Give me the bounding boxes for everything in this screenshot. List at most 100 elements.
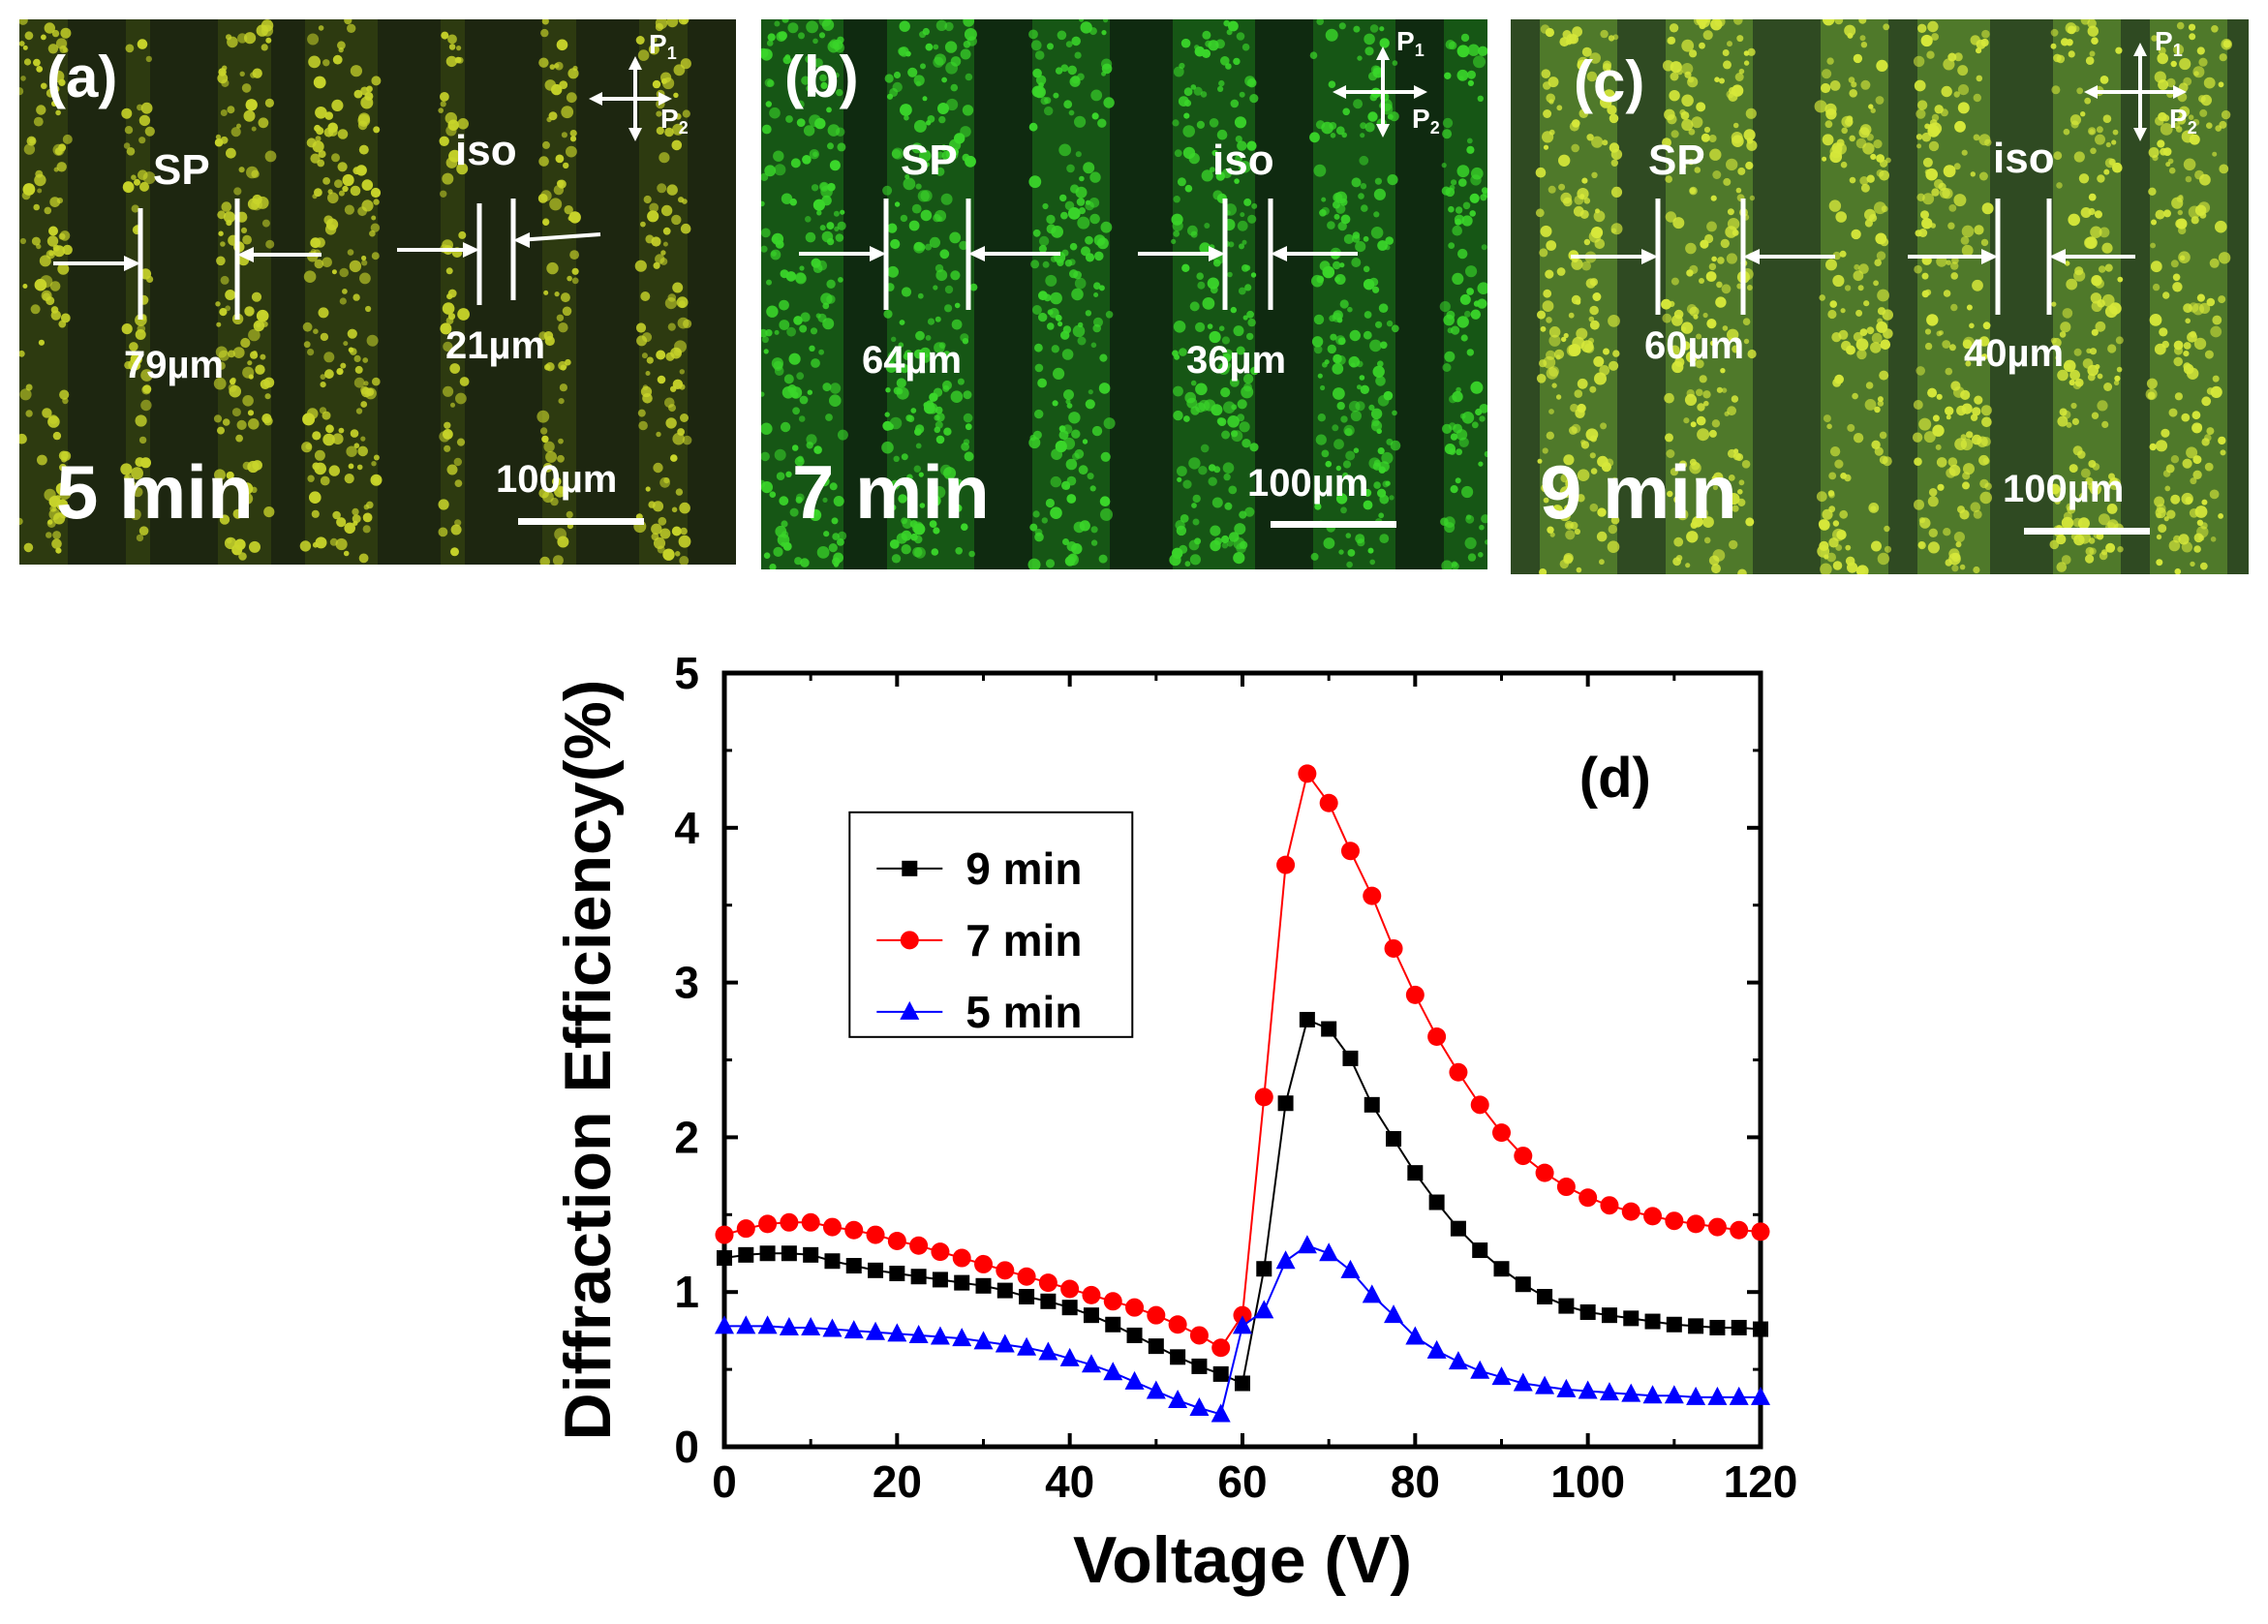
data-point (1491, 1366, 1512, 1386)
data-point (844, 1220, 864, 1240)
data-point (1277, 1095, 1294, 1112)
data-point (1470, 1095, 1489, 1115)
data-point (996, 1282, 1013, 1299)
data-point (759, 1245, 776, 1262)
data-point (930, 1326, 950, 1345)
data-point (1211, 1403, 1231, 1423)
data-point (1363, 886, 1382, 905)
data-point (1364, 1096, 1380, 1113)
data-point (887, 1231, 906, 1250)
data-point (715, 1315, 734, 1334)
data-point (1384, 938, 1403, 958)
data-point (801, 1212, 820, 1232)
data-point (1579, 1303, 1596, 1320)
data-point (887, 1323, 907, 1342)
data-point (1235, 1375, 1250, 1392)
legend-label: 9 min (965, 843, 1082, 894)
series-7-min (715, 764, 1770, 1358)
chart-canvas: 0 20 40 60 80 100 120 0 1 2 3 4 5 (d) Voltage (V) Di… (562, 648, 1797, 1597)
data-point (1449, 1062, 1468, 1082)
data-point (1450, 1220, 1466, 1237)
data-point (1276, 855, 1296, 874)
data-point (1017, 1267, 1036, 1286)
data-point (1017, 1336, 1037, 1356)
data-point (1407, 1165, 1424, 1181)
data-point (1038, 1273, 1057, 1293)
data-point (1189, 1326, 1209, 1345)
data-point (900, 1000, 920, 1020)
data-point (801, 1316, 821, 1335)
data-point (1600, 1196, 1619, 1215)
data-point (1729, 1386, 1749, 1405)
data-point (1751, 1386, 1770, 1405)
data-point (717, 1250, 732, 1267)
data-point (1233, 1315, 1252, 1334)
data-point (1040, 1293, 1057, 1309)
micrograph-panel-b (761, 19, 1487, 569)
legend-item: 7 min (876, 915, 1082, 965)
data-point (845, 1258, 862, 1274)
data-point (1686, 1214, 1705, 1234)
data-point (1319, 1242, 1339, 1262)
data-point (1426, 1339, 1447, 1359)
data-point (736, 1219, 755, 1239)
data-point (1621, 1202, 1640, 1221)
data-point (1384, 1304, 1404, 1324)
data-point (868, 1262, 884, 1278)
data-point (1751, 1222, 1770, 1241)
data-point (1340, 1259, 1361, 1278)
data-point (780, 1212, 799, 1232)
data-point (1342, 1050, 1359, 1066)
data-point (738, 1246, 754, 1263)
data-point (910, 1269, 927, 1285)
x-tick-label: 100 (1550, 1456, 1625, 1507)
data-point (1019, 1288, 1035, 1304)
data-point (1753, 1321, 1768, 1337)
data-point (1514, 1147, 1533, 1166)
data-point (1427, 1027, 1447, 1047)
data-point (1428, 1194, 1445, 1210)
data-point (1448, 1351, 1468, 1370)
data-point (715, 1225, 734, 1244)
data-point (1643, 1207, 1663, 1226)
x-tick-label: 0 (712, 1456, 737, 1507)
data-point (900, 931, 919, 950)
data-point (996, 1261, 1015, 1280)
x-axis-title: Voltage (V) (1073, 1523, 1412, 1597)
data-point (822, 1217, 842, 1237)
data-point (1493, 1261, 1510, 1277)
data-point (1405, 985, 1425, 1004)
y-axis-title: Diffraction Efficiency(%) (562, 680, 625, 1441)
data-point (1146, 1380, 1166, 1399)
data-point (1601, 1307, 1617, 1324)
data-point (1621, 1383, 1641, 1402)
data-point (824, 1253, 841, 1270)
data-point (1470, 1360, 1490, 1379)
series-5-min (715, 1235, 1770, 1423)
micrograph-panel-a (19, 19, 736, 565)
data-point (1103, 1292, 1122, 1311)
x-tick-label: 40 (1045, 1456, 1094, 1507)
micrograph-a-image (19, 19, 736, 565)
data-point (1535, 1375, 1555, 1394)
data-point (1642, 1385, 1663, 1404)
data-point (779, 1316, 799, 1335)
data-point (1340, 842, 1360, 861)
data-point (758, 1214, 778, 1234)
data-point (1707, 1217, 1727, 1237)
data-point (1709, 1319, 1726, 1335)
x-tick-label: 20 (873, 1456, 922, 1507)
data-point (1707, 1386, 1728, 1405)
data-point (1124, 1370, 1145, 1390)
data-point (803, 1246, 819, 1263)
data-point (1515, 1276, 1531, 1293)
data-point (1556, 1378, 1577, 1397)
data-point (1083, 1307, 1099, 1324)
data-point (1126, 1327, 1143, 1343)
data-point (1038, 1341, 1058, 1361)
x-tick-label: 60 (1217, 1456, 1267, 1507)
data-point (1298, 764, 1317, 783)
data-point (1472, 1242, 1488, 1259)
data-point (1148, 1338, 1164, 1355)
data-point (1535, 1163, 1554, 1182)
